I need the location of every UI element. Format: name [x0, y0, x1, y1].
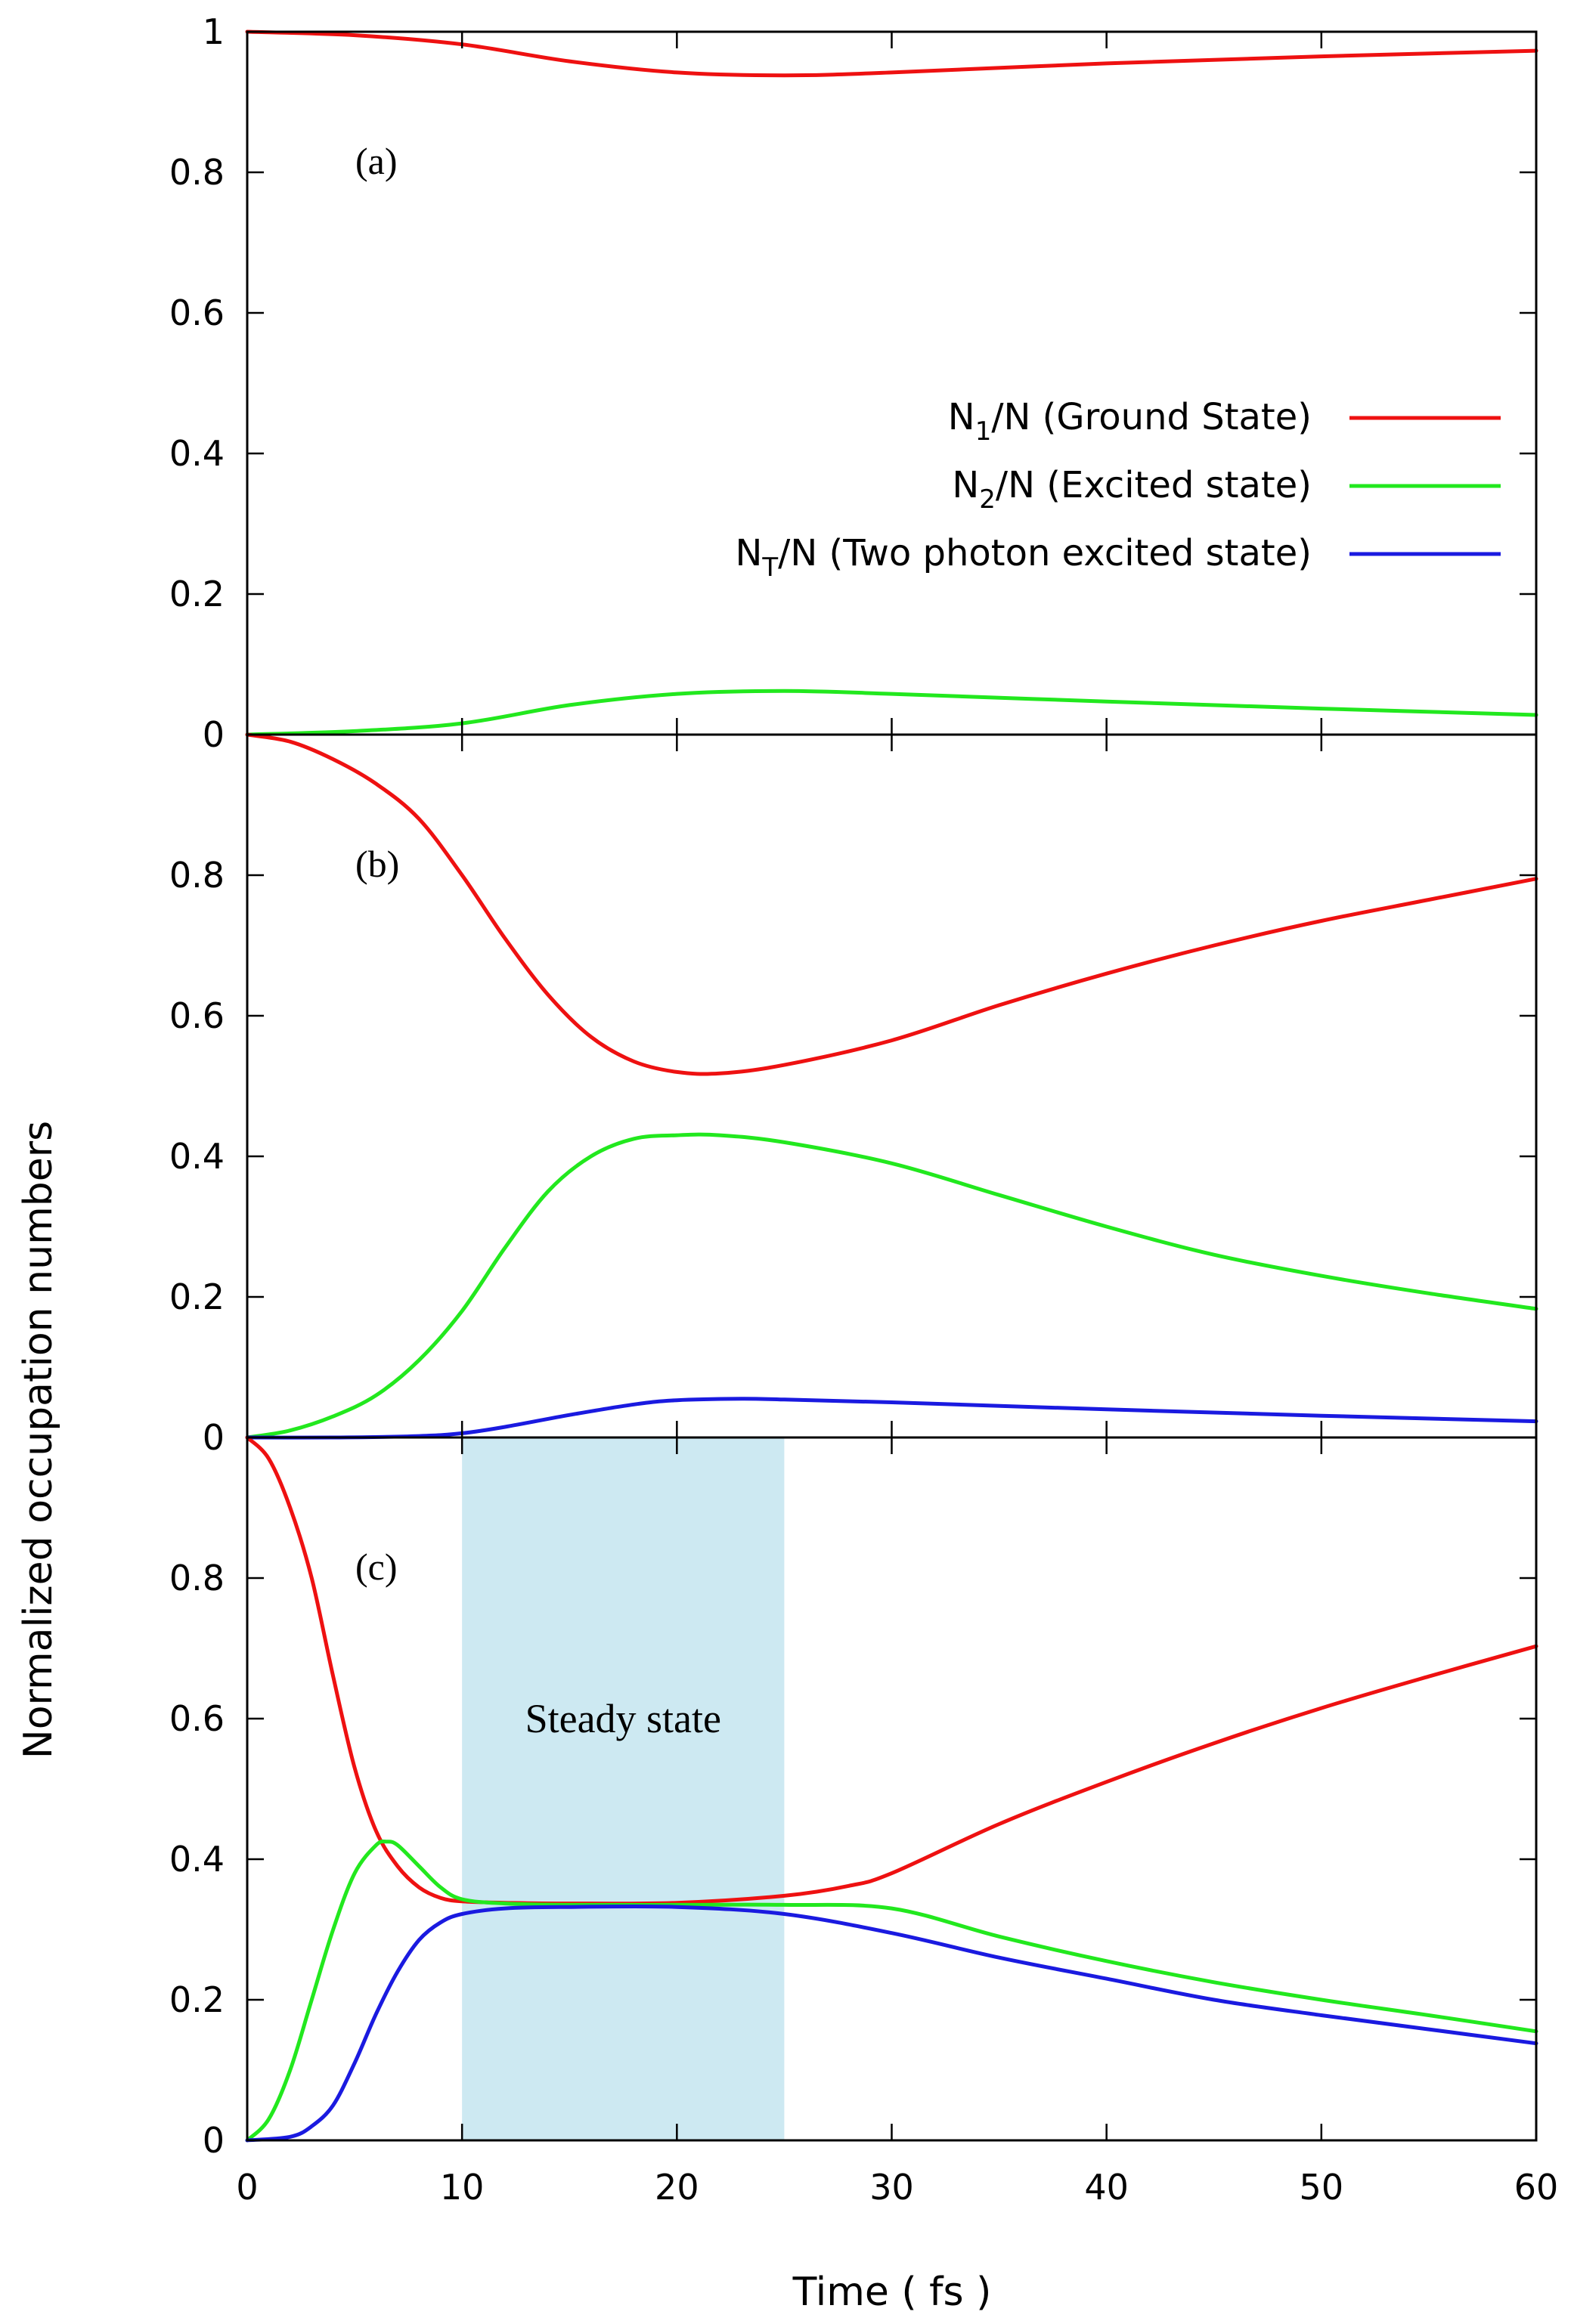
y-tick-label-c: 0.2: [169, 1979, 225, 2020]
panel-frame-a: [246, 30, 1538, 736]
y-tick-label-a: 0.4: [169, 433, 225, 474]
tick-layer: 00.20.40.60.8100.20.40.60.800.20.40.60.8…: [169, 11, 1558, 2208]
series-n2-panel-a: [245, 689, 1538, 737]
y-tick-label-c: 0.6: [169, 1698, 225, 1739]
series-n2-panel-c: [245, 1839, 1538, 2143]
steady-state-region: [462, 1437, 785, 2140]
legend-label-n2: N2/N (Excited state): [952, 464, 1312, 515]
series-n2-panel-b: [245, 1132, 1538, 1440]
y-tick-label-b: 0.6: [169, 995, 225, 1036]
y-tick-label-c: 0.8: [169, 1558, 225, 1598]
steady-state-label: Steady state: [525, 1696, 721, 1741]
y-tick-label-b: 0.8: [169, 855, 225, 896]
x-axis-title: Time ( fs ): [792, 2270, 992, 2315]
series-n1-panel-c: [245, 1435, 1538, 1906]
y-tick-label-b: 0.4: [169, 1136, 225, 1177]
y-tick-label-b: 0.2: [169, 1276, 225, 1317]
x-tick-label: 30: [869, 2167, 914, 2208]
y-tick-label-a: 0.8: [169, 152, 225, 193]
series-n1-panel-b: [245, 732, 1538, 1076]
panel-label-b: (b): [355, 843, 399, 885]
legend-label-n1: N1/N (Ground State): [948, 396, 1312, 447]
panel-label-a: (a): [355, 140, 398, 182]
y-tick-label-b: 0: [203, 1417, 225, 1458]
y-tick-label-a: 0.2: [169, 574, 225, 614]
series-n1-panel-a: [245, 29, 1538, 78]
panel-label-c: (c): [355, 1546, 398, 1588]
x-tick-label: 20: [655, 2167, 699, 2208]
legend-label-nt: NT/N (Two photon excited state): [735, 532, 1312, 583]
x-tick-label: 10: [440, 2167, 485, 2208]
x-tick-label: 40: [1084, 2167, 1129, 2208]
panel-frame-c: [246, 1436, 1538, 2142]
frame-layer: [246, 30, 1538, 2142]
x-tick-label: 0: [236, 2167, 258, 2208]
y-tick-label-a: 0: [203, 714, 225, 755]
series-nt-panel-c: [245, 1904, 1538, 2143]
y-axis-title: Normalized occupation numbers: [16, 1121, 61, 1759]
legend: N1/N (Ground State) N2/N (Excited state)…: [735, 396, 1501, 583]
x-tick-label: 50: [1300, 2167, 1344, 2208]
y-tick-label-c: 0: [203, 2120, 225, 2161]
series-nt-panel-b: [245, 1397, 1538, 1440]
panel-frame-b: [246, 733, 1538, 1439]
y-tick-label-a: 0.6: [169, 292, 225, 333]
series-layer: [245, 29, 1538, 2143]
x-tick-label: 60: [1514, 2167, 1559, 2208]
y-tick-label-a: 1: [203, 11, 225, 52]
y-tick-label-c: 0.4: [169, 1839, 225, 1880]
